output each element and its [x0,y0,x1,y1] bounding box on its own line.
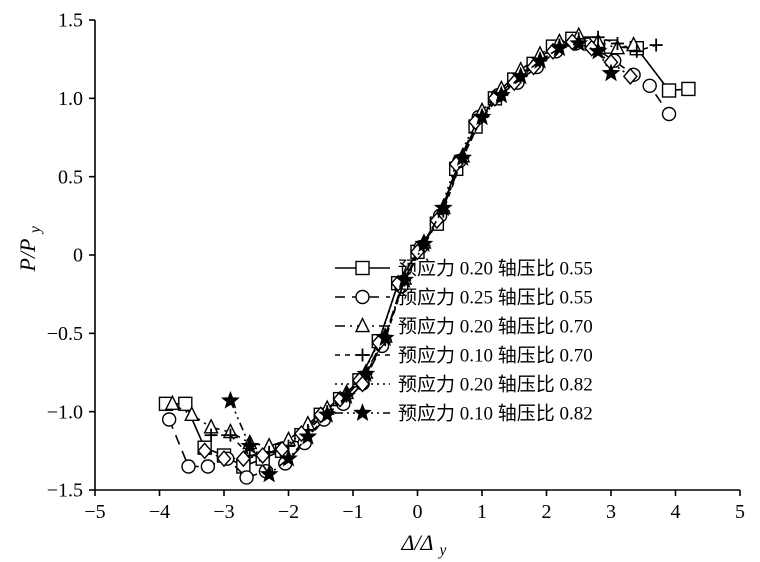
svg-text:−3: −3 [213,501,234,523]
svg-text:y: y [438,542,447,559]
svg-text:P/P: P/P [15,239,40,273]
svg-text:Δ/Δ: Δ/Δ [401,530,434,555]
svg-text:3: 3 [606,501,616,523]
svg-text:−1: −1 [342,501,363,523]
svg-text:y: y [27,226,44,235]
svg-text:−1.0: −1.0 [47,401,83,423]
svg-text:−5: −5 [84,501,105,523]
svg-text:−1.5: −1.5 [47,480,83,502]
svg-text:5: 5 [735,501,745,523]
chart-svg: −5 −4 −3 −2 −1 0 1 2 3 4 5 −1.5 −1.0 −0.5 0 0.5 1.0 1.5 Δ/… [0,0,760,562]
svg-text:1: 1 [477,501,487,523]
legend-label: 预应力 0.20 轴压比 0.70 [398,315,593,337]
legend-label: 预应力 0.25 轴压比 0.55 [398,286,593,308]
svg-text:0: 0 [73,245,83,267]
svg-text:−4: −4 [149,501,170,523]
svg-text:4: 4 [671,501,681,523]
svg-text:1.5: 1.5 [58,10,83,32]
svg-text:0: 0 [413,501,423,523]
legend-label: 预应力 0.10 轴压比 0.70 [398,344,593,366]
svg-text:−2: −2 [278,501,299,523]
legend-label: 预应力 0.10 轴压比 0.82 [398,402,593,424]
chart-container: −5 −4 −3 −2 −1 0 1 2 3 4 5 −1.5 −1.0 −0.5 0 0.5 1.0 1.5 Δ/… [0,0,760,562]
legend-label: 预应力 0.20 轴压比 0.55 [398,257,593,279]
svg-text:−0.5: −0.5 [47,323,83,345]
legend-label: 预应力 0.20 轴压比 0.82 [398,373,593,395]
svg-text:1.0: 1.0 [58,88,83,110]
svg-text:0.5: 0.5 [58,166,83,188]
svg-text:2: 2 [542,501,552,523]
